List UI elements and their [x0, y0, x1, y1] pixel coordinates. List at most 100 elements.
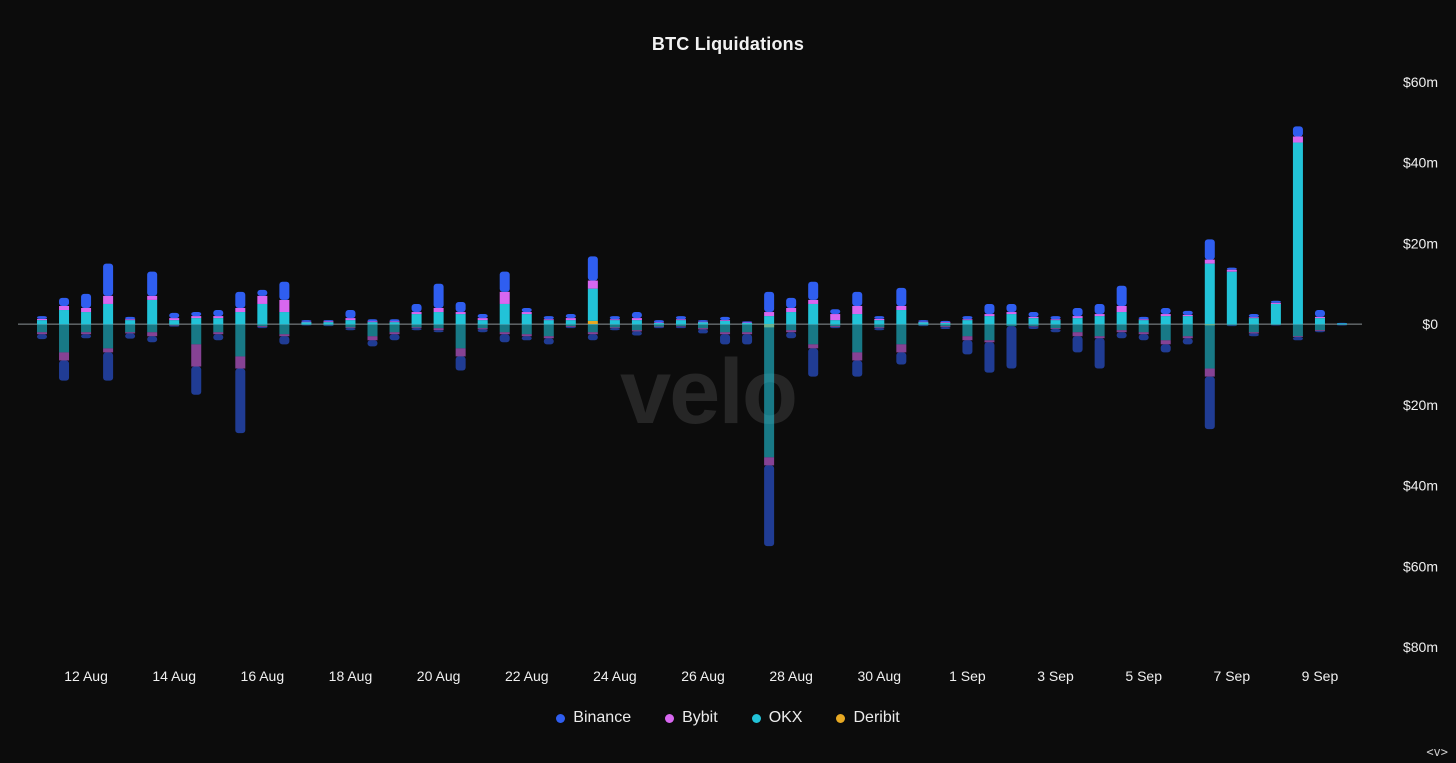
legend-item-okx[interactable]: OKX — [751, 709, 802, 727]
bar-segment-binance — [37, 334, 47, 340]
bar-segment-okx — [367, 322, 378, 325]
bar-segment-okx — [1072, 318, 1083, 325]
bar-segment-binance — [411, 303, 422, 313]
bar-segment-okx — [1270, 324, 1281, 325]
bar-segment-binance — [367, 340, 378, 347]
x-tick-label: 1 Sep — [949, 668, 986, 684]
liquidation-bar — [1050, 316, 1061, 333]
legend-item-bybit[interactable]: Bybit — [665, 709, 718, 727]
bar-segment-okx — [543, 320, 554, 325]
bar-segment-binance — [675, 316, 686, 320]
bar-segment-binance — [279, 336, 290, 345]
bar-segment-okx — [37, 324, 47, 333]
bar-segment-binance — [808, 348, 819, 377]
bar-segment-bybit — [1248, 317, 1259, 319]
bar-segment-binance — [1248, 314, 1259, 318]
y-tick-label: $20m — [1403, 235, 1438, 251]
liquidation-bar — [764, 291, 775, 547]
liquidation-bar — [1116, 285, 1127, 339]
bar-segment-binance — [1292, 337, 1303, 341]
liquidation-bar — [609, 316, 620, 331]
bar-segment-okx — [257, 324, 268, 327]
bar-segment-bybit — [1138, 319, 1149, 321]
legend-item-deribit[interactable]: Deribit — [836, 709, 900, 727]
liquidation-bar — [1094, 303, 1105, 369]
bar-segment-okx — [521, 314, 532, 325]
x-tick-label: 12 Aug — [64, 668, 108, 684]
bar-segment-okx — [609, 324, 620, 328]
bar-segment-binance — [984, 342, 995, 373]
bar-segment-okx — [169, 320, 180, 325]
bar-segment-bybit — [720, 320, 731, 321]
bar-segment-okx — [918, 322, 929, 325]
bar-segment-bybit — [345, 318, 356, 321]
bar-segment-binance — [764, 465, 775, 547]
bar-segment-bybit — [1182, 314, 1193, 317]
chart-nav-toggle[interactable]: <v> — [1426, 745, 1448, 759]
x-tick-label: 9 Sep — [1302, 668, 1339, 684]
bar-segment-binance — [1028, 312, 1039, 317]
bar-segment-bybit — [1138, 332, 1149, 335]
bar-segment-okx — [1204, 263, 1215, 325]
bar-segment-bybit — [984, 340, 995, 343]
liquidation-bar — [59, 297, 70, 381]
bar-segment-bybit — [169, 325, 180, 326]
bar-segment-bybit — [147, 332, 158, 337]
liquidation-bar — [1160, 308, 1171, 353]
bar-segment-bybit — [257, 326, 268, 327]
chart-legend: Binance Bybit OKX Deribit — [0, 709, 1456, 727]
x-tick-label: 7 Sep — [1214, 668, 1251, 684]
bar-segment-bybit — [1314, 330, 1325, 332]
bar-segment-okx — [1314, 318, 1325, 325]
bar-segment-okx — [389, 322, 400, 325]
bar-segment-okx — [499, 324, 510, 333]
bar-segment-binance — [565, 314, 576, 319]
bar-segment-bybit — [279, 299, 290, 313]
bar-segment-bybit — [345, 327, 356, 329]
bar-segment-okx — [279, 312, 290, 325]
bar-segment-bybit — [874, 318, 885, 321]
bar-segment-binance — [1337, 324, 1347, 326]
bar-segment-binance — [125, 316, 136, 320]
bar-segment-binance — [830, 326, 841, 329]
bar-segment-bybit — [962, 319, 973, 321]
bar-segment-binance — [565, 326, 576, 329]
bar-segment-okx — [213, 324, 224, 333]
bar-segment-binance — [1292, 126, 1303, 137]
bar-segment-binance — [587, 256, 598, 281]
bar-segment-okx — [345, 324, 356, 328]
bar-segment-binance — [1160, 308, 1171, 315]
bar-segment-binance — [1204, 376, 1215, 430]
bar-segment-binance — [918, 320, 929, 322]
bar-segment-okx — [191, 318, 202, 325]
bar-segment-okx — [433, 312, 444, 325]
bar-segment-okx — [984, 316, 995, 325]
legend-item-binance[interactable]: Binance — [556, 709, 631, 727]
bar-segment-binance — [1138, 334, 1149, 341]
liquidation-bar — [1337, 322, 1347, 326]
bar-segment-bybit — [543, 336, 554, 339]
liquidation-bar — [543, 316, 554, 345]
bar-segment-okx — [852, 324, 863, 353]
bar-segment-okx — [1138, 324, 1149, 333]
liquidation-bar — [477, 314, 488, 333]
y-tick-label: $40m — [1403, 478, 1438, 494]
liquidation-bar — [37, 316, 47, 340]
bar-segment-okx — [191, 324, 202, 345]
bar-segment-bybit — [830, 326, 841, 327]
bar-segment-bybit — [764, 457, 775, 466]
bar-segment-binance — [1116, 285, 1127, 306]
bar-segment-binance — [1028, 326, 1039, 329]
bar-segment-binance — [918, 325, 929, 327]
bar-segment-okx — [213, 318, 224, 325]
bar-segment-bybit — [609, 327, 620, 329]
bar-segment-binance — [521, 336, 532, 341]
bar-segment-okx — [1337, 323, 1347, 325]
bar-segment-okx — [1006, 314, 1017, 325]
bar-segment-okx — [1314, 324, 1325, 331]
bar-segment-binance — [213, 334, 224, 341]
bar-segment-okx — [631, 324, 642, 331]
liquidations-chart: $60m $40m $20m $0 $20m $40m $60m $80m 12 Aug 14 A… — [18, 74, 1438, 684]
bar-segment-bybit — [653, 326, 664, 328]
bar-segment-okx — [1050, 324, 1061, 329]
